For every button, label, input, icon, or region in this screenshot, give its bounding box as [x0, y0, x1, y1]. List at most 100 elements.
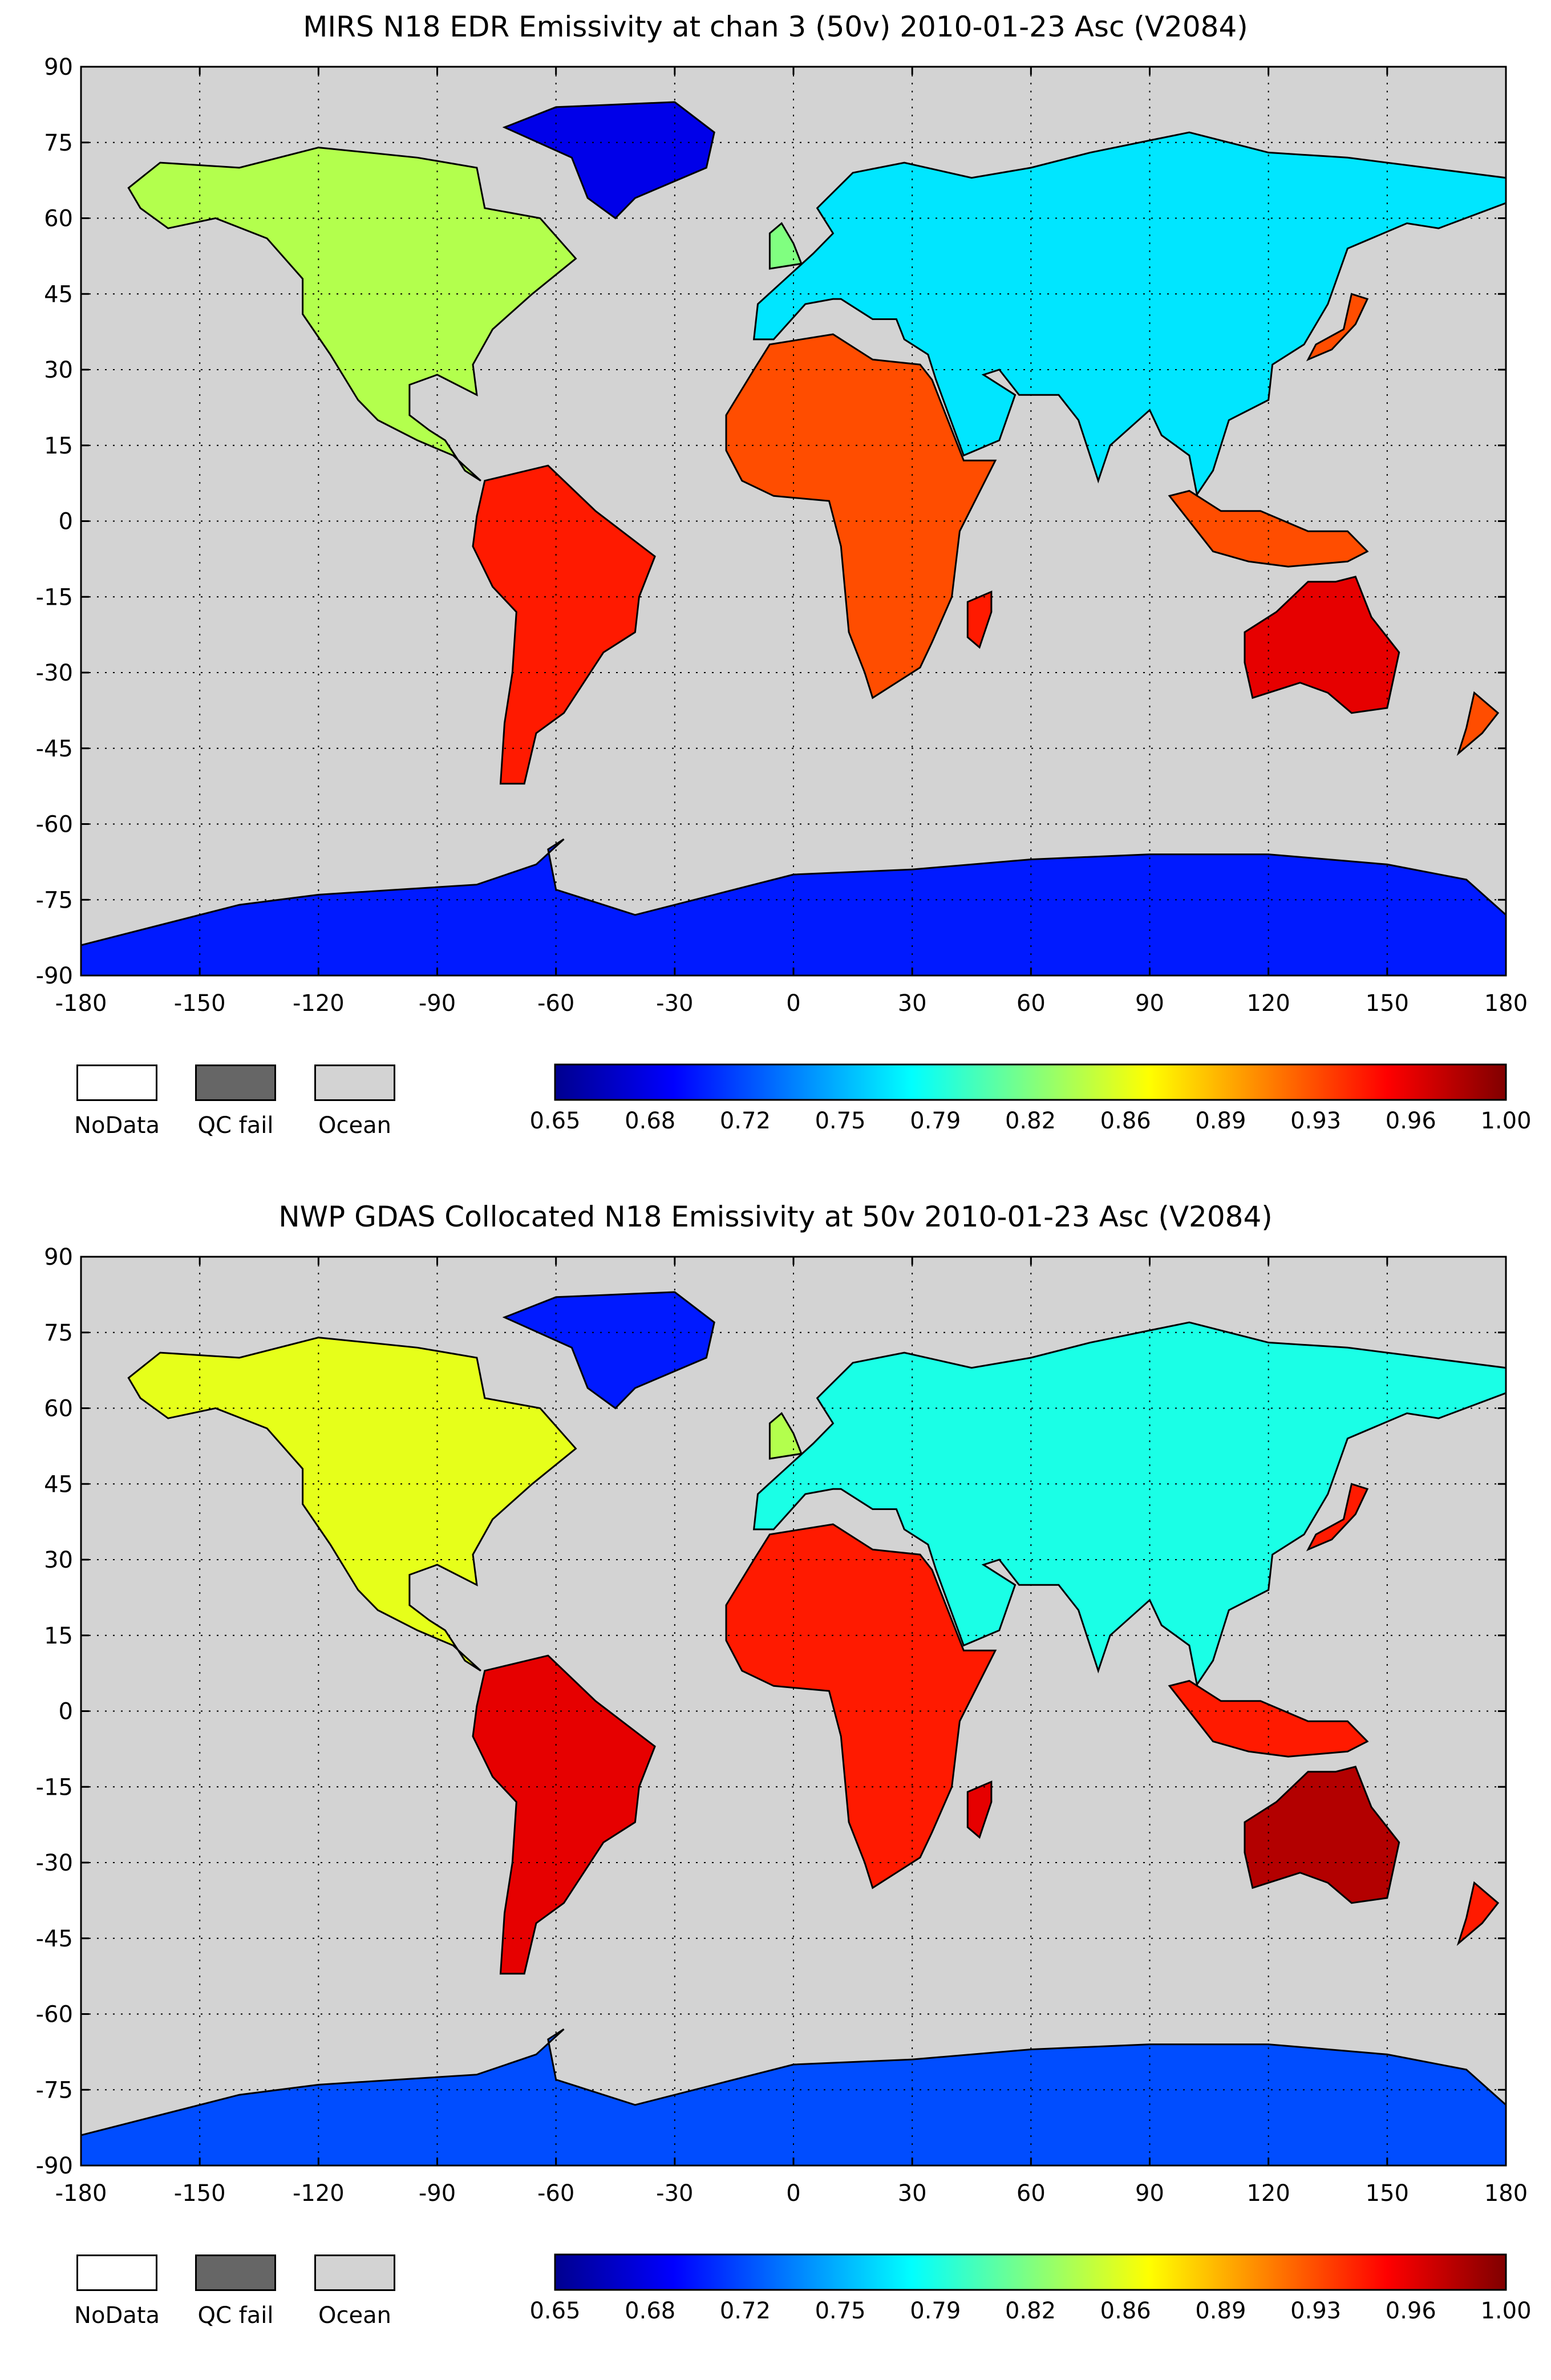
legend-ocean-label: Ocean — [318, 1112, 391, 1139]
land-africa — [725, 333, 997, 699]
map-title: NWP GDAS Collocated N18 Emissivity at 50… — [278, 1200, 1273, 1233]
legend-nodata-label: NoData — [74, 2302, 160, 2329]
y-tick-label: 15 — [44, 1623, 73, 1649]
y-tick-label: 60 — [44, 206, 73, 232]
land-british-isles — [768, 1412, 803, 1460]
colorbar-tick-label: 0.79 — [910, 1108, 961, 1134]
x-tick-label: 60 — [1017, 2180, 1046, 2207]
map-title: MIRS N18 EDR Emissivity at chan 3 (50v) … — [303, 10, 1248, 43]
x-tick-label: -90 — [419, 990, 456, 1017]
land-british-isles — [768, 222, 803, 270]
y-tick-label: -75 — [36, 2077, 73, 2103]
y-tick-label: -15 — [36, 584, 73, 610]
x-tick-label: 0 — [786, 990, 800, 1017]
y-tick-label: -60 — [36, 812, 73, 838]
y-tick-label: 0 — [59, 509, 73, 535]
land-japan — [1306, 293, 1369, 362]
land-masses — [80, 1291, 1507, 2167]
x-axis: -180 -150 -120 -90 -60 -30 0 30 60 90 120 150 180 — [55, 1257, 1528, 2207]
legend-nodata-swatch — [76, 1064, 157, 1101]
legend-ocean-swatch — [314, 2254, 395, 2291]
colorbar-tick-label: 0.86 — [1100, 1108, 1151, 1134]
legend-ocean-swatch — [314, 1064, 395, 1101]
land-madagascar — [966, 1780, 993, 1839]
y-axis: 90 75 60 45 30 15 0 -15 -30 -45 -60 -75 -90 — [36, 54, 1506, 989]
x-tick-label: -30 — [656, 990, 693, 1017]
y-tick-label: -30 — [36, 1850, 73, 1876]
y-tick-label: 15 — [44, 433, 73, 459]
y-tick-label: 90 — [44, 54, 73, 80]
legend-qcfail-label: QC fail — [197, 1112, 274, 1139]
x-tick-label: -150 — [174, 990, 226, 1017]
x-tick-label: 60 — [1017, 990, 1046, 1017]
x-tick-label: -120 — [293, 990, 345, 1017]
x-tick-label: -120 — [293, 2180, 345, 2207]
y-tick-label: -45 — [36, 736, 73, 762]
colorbar-tick-label: 0.93 — [1290, 2298, 1341, 2324]
colorbar — [554, 2253, 1507, 2291]
legend-qcfail-swatch — [195, 1064, 276, 1101]
y-axis: 90 75 60 45 30 15 0 -15 -30 -45 -60 -75 -90 — [36, 1244, 1506, 2179]
colorbar-tick-label: 0.68 — [625, 2298, 675, 2324]
legend-qcfail-swatch — [195, 2254, 276, 2291]
legend-ocean-label: Ocean — [318, 2302, 391, 2329]
colorbar-tick-label: 0.72 — [720, 1108, 771, 1134]
land-indonesia — [1168, 1679, 1369, 1758]
x-tick-label: -30 — [656, 2180, 693, 2207]
graticule — [81, 67, 1506, 976]
land-north-america — [127, 1337, 577, 1671]
colorbar-tick-label: 0.93 — [1290, 1108, 1341, 1134]
y-tick-label: -75 — [36, 887, 73, 913]
x-tick-label: 90 — [1135, 2180, 1164, 2207]
y-tick-label: 90 — [44, 1244, 73, 1270]
land-antarctica — [80, 838, 1507, 977]
land-new-zealand — [1456, 691, 1500, 756]
colorbar-tick-label: 0.86 — [1100, 2298, 1151, 2324]
x-tick-label: 180 — [1484, 990, 1528, 1017]
x-tick-label: 120 — [1246, 990, 1290, 1017]
colorbar-tick-label: 0.82 — [1005, 1108, 1056, 1134]
land-indonesia — [1168, 489, 1369, 568]
x-tick-label: 30 — [898, 990, 927, 1017]
y-tick-label: 0 — [59, 1699, 73, 1725]
graticule — [81, 1257, 1506, 2166]
x-tick-label: -60 — [537, 990, 574, 1017]
colorbar-tick-label: 1.00 — [1480, 2298, 1531, 2324]
colorbar-tick-label: 0.82 — [1005, 2298, 1056, 2324]
y-tick-label: -90 — [36, 2153, 73, 2179]
x-tick-label: 90 — [1135, 990, 1164, 1017]
colorbar-tick-label: 0.79 — [910, 2298, 961, 2324]
land-madagascar — [966, 590, 993, 649]
colorbar-tick-label: 0.75 — [815, 2298, 866, 2324]
y-tick-label: -45 — [36, 1926, 73, 1952]
x-tick-label: -180 — [55, 990, 107, 1017]
colorbar-tick-label: 0.96 — [1386, 2298, 1436, 2324]
x-tick-label: 150 — [1366, 990, 1409, 1017]
y-tick-label: 45 — [44, 281, 73, 307]
colorbar-tick-label: 0.65 — [529, 1108, 580, 1134]
land-masses — [80, 101, 1507, 977]
y-tick-label: 45 — [44, 1471, 73, 1497]
x-tick-label: -90 — [419, 2180, 456, 2207]
y-tick-label: -15 — [36, 1774, 73, 1800]
y-tick-label: 30 — [44, 357, 73, 383]
colorbar-tick-label: 0.96 — [1386, 1108, 1436, 1134]
land-africa — [725, 1523, 997, 1889]
x-tick-label: 180 — [1484, 2180, 1528, 2207]
legend-nodata-label: NoData — [74, 1112, 160, 1139]
land-greenland — [502, 101, 715, 220]
y-tick-label: 75 — [44, 1320, 73, 1346]
y-tick-label: -30 — [36, 660, 73, 686]
x-tick-label: -180 — [55, 2180, 107, 2207]
x-tick-label: -150 — [174, 2180, 226, 2207]
land-eurasia — [752, 131, 1507, 519]
x-axis: -180 -150 -120 -90 -60 -30 0 30 60 90 120 150 180 — [55, 67, 1528, 1017]
land-japan — [1306, 1483, 1369, 1552]
colorbar-tick-label: 0.89 — [1195, 2298, 1246, 2324]
x-tick-label: 0 — [786, 2180, 800, 2207]
land-greenland — [502, 1291, 715, 1410]
land-australia — [1244, 1766, 1400, 1904]
colorbar — [554, 1063, 1507, 1101]
